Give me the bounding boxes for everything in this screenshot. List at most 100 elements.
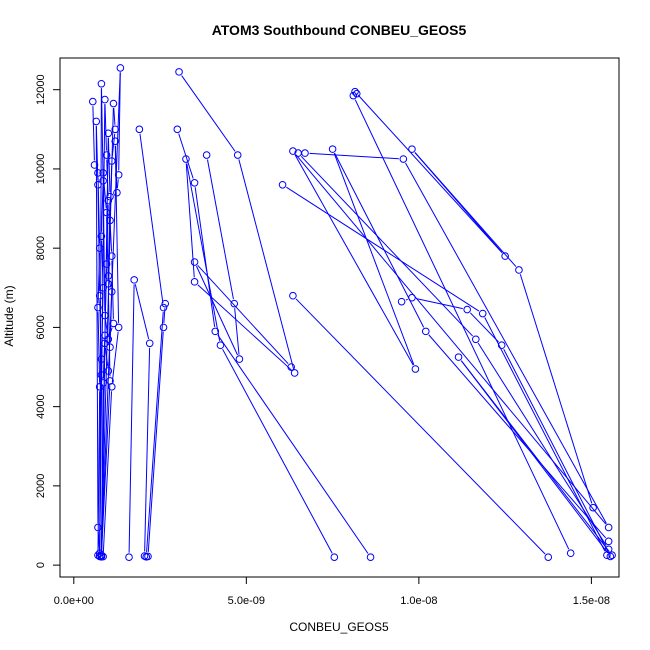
data-point <box>94 523 102 532</box>
plot-area <box>59 57 620 578</box>
y-axis-tick-label: 10000 <box>35 154 47 185</box>
series-segment <box>101 72 121 552</box>
series-segment <box>477 342 607 546</box>
data-layer <box>88 64 616 561</box>
series-segment <box>197 265 289 365</box>
data-point <box>109 99 118 108</box>
data-point <box>102 260 111 268</box>
x-axis: 0.0e+00 5.0e-09 1.0e-08 1.5e-08 <box>54 576 610 607</box>
data-point <box>102 208 111 217</box>
data-point <box>159 323 168 332</box>
series-segment <box>104 104 107 151</box>
data-point <box>366 553 375 561</box>
y-axis-title: Altitude (m) <box>2 285 16 346</box>
series-segment <box>102 391 113 553</box>
series-segment <box>102 177 106 312</box>
series-segment <box>286 186 480 312</box>
y-axis-tick-label: 4000 <box>35 394 47 418</box>
x-axis-tick-label: 1.5e-08 <box>573 595 610 607</box>
data-point <box>604 523 613 532</box>
data-point <box>190 278 199 286</box>
series-segment <box>294 154 414 366</box>
series-segment <box>97 189 101 292</box>
series-segment <box>139 133 164 304</box>
series-segment <box>295 154 607 525</box>
x-axis-title: CONBEU_GEOS5 <box>289 620 389 634</box>
series-segment <box>503 349 609 553</box>
data-point <box>94 303 102 312</box>
data-point <box>106 343 114 352</box>
data-point <box>349 91 358 100</box>
series-segment <box>196 265 238 356</box>
series-segment <box>217 334 369 554</box>
series-segment <box>95 125 99 181</box>
data-point <box>328 145 337 153</box>
data-point <box>544 553 553 561</box>
data-point <box>107 383 116 391</box>
data-point <box>463 305 471 314</box>
data-point <box>606 552 615 561</box>
data-point <box>97 551 106 560</box>
data-point <box>190 178 199 187</box>
data-point <box>113 188 121 197</box>
series-segment <box>238 159 294 369</box>
data-point <box>109 319 118 328</box>
series-segment <box>92 106 95 161</box>
data-point <box>497 341 506 350</box>
x-axis-tick-label: 5.0e-09 <box>228 595 265 607</box>
series-segment <box>97 531 100 549</box>
data-point <box>97 371 106 379</box>
data-point <box>90 161 99 169</box>
data-point <box>101 311 109 320</box>
data-point <box>235 355 244 363</box>
data-point <box>130 276 138 284</box>
series-segment <box>357 94 503 254</box>
series-segment <box>95 125 99 523</box>
y-axis: 0 2000 4000 6000 8000 10000 12000 <box>35 74 61 568</box>
data-point <box>289 291 297 300</box>
data-point <box>104 335 113 344</box>
series-segment <box>118 72 121 171</box>
data-point <box>515 266 523 274</box>
data-point <box>104 272 113 280</box>
data-point <box>604 537 613 546</box>
series-segment <box>107 137 111 193</box>
series-segment <box>222 348 333 554</box>
series-segment <box>146 312 164 553</box>
series-segment <box>469 312 499 343</box>
data-point <box>278 180 287 189</box>
data-point <box>501 252 509 260</box>
series-segment <box>106 216 109 280</box>
series-segment <box>519 274 593 504</box>
data-point <box>399 155 408 163</box>
data-point <box>140 552 149 560</box>
series-segment <box>309 152 399 160</box>
series-segment <box>460 360 610 552</box>
y-axis-tick-label: 8000 <box>35 236 47 260</box>
data-point <box>104 367 113 375</box>
series-segment <box>100 88 104 177</box>
data-point <box>104 129 113 138</box>
data-point <box>88 97 97 106</box>
data-point <box>216 341 225 350</box>
data-point <box>397 297 406 306</box>
series-segment <box>333 153 415 365</box>
series-segment <box>416 298 463 310</box>
data-point <box>301 149 309 157</box>
series-segment <box>295 298 546 555</box>
data-point <box>159 303 168 312</box>
data-point <box>107 252 116 260</box>
series-segment <box>147 331 164 552</box>
series-segment <box>354 99 570 550</box>
data-point <box>116 64 125 72</box>
series-segment <box>186 163 221 341</box>
data-point <box>106 216 114 225</box>
series-segment <box>414 152 517 267</box>
data-point <box>111 137 120 145</box>
chart-title: ATOM3 Southbound CONBEU_GEOS5 <box>212 22 467 38</box>
series-segment <box>111 331 119 383</box>
data-point <box>421 327 430 336</box>
data-point <box>589 503 597 512</box>
data-point <box>287 363 295 371</box>
